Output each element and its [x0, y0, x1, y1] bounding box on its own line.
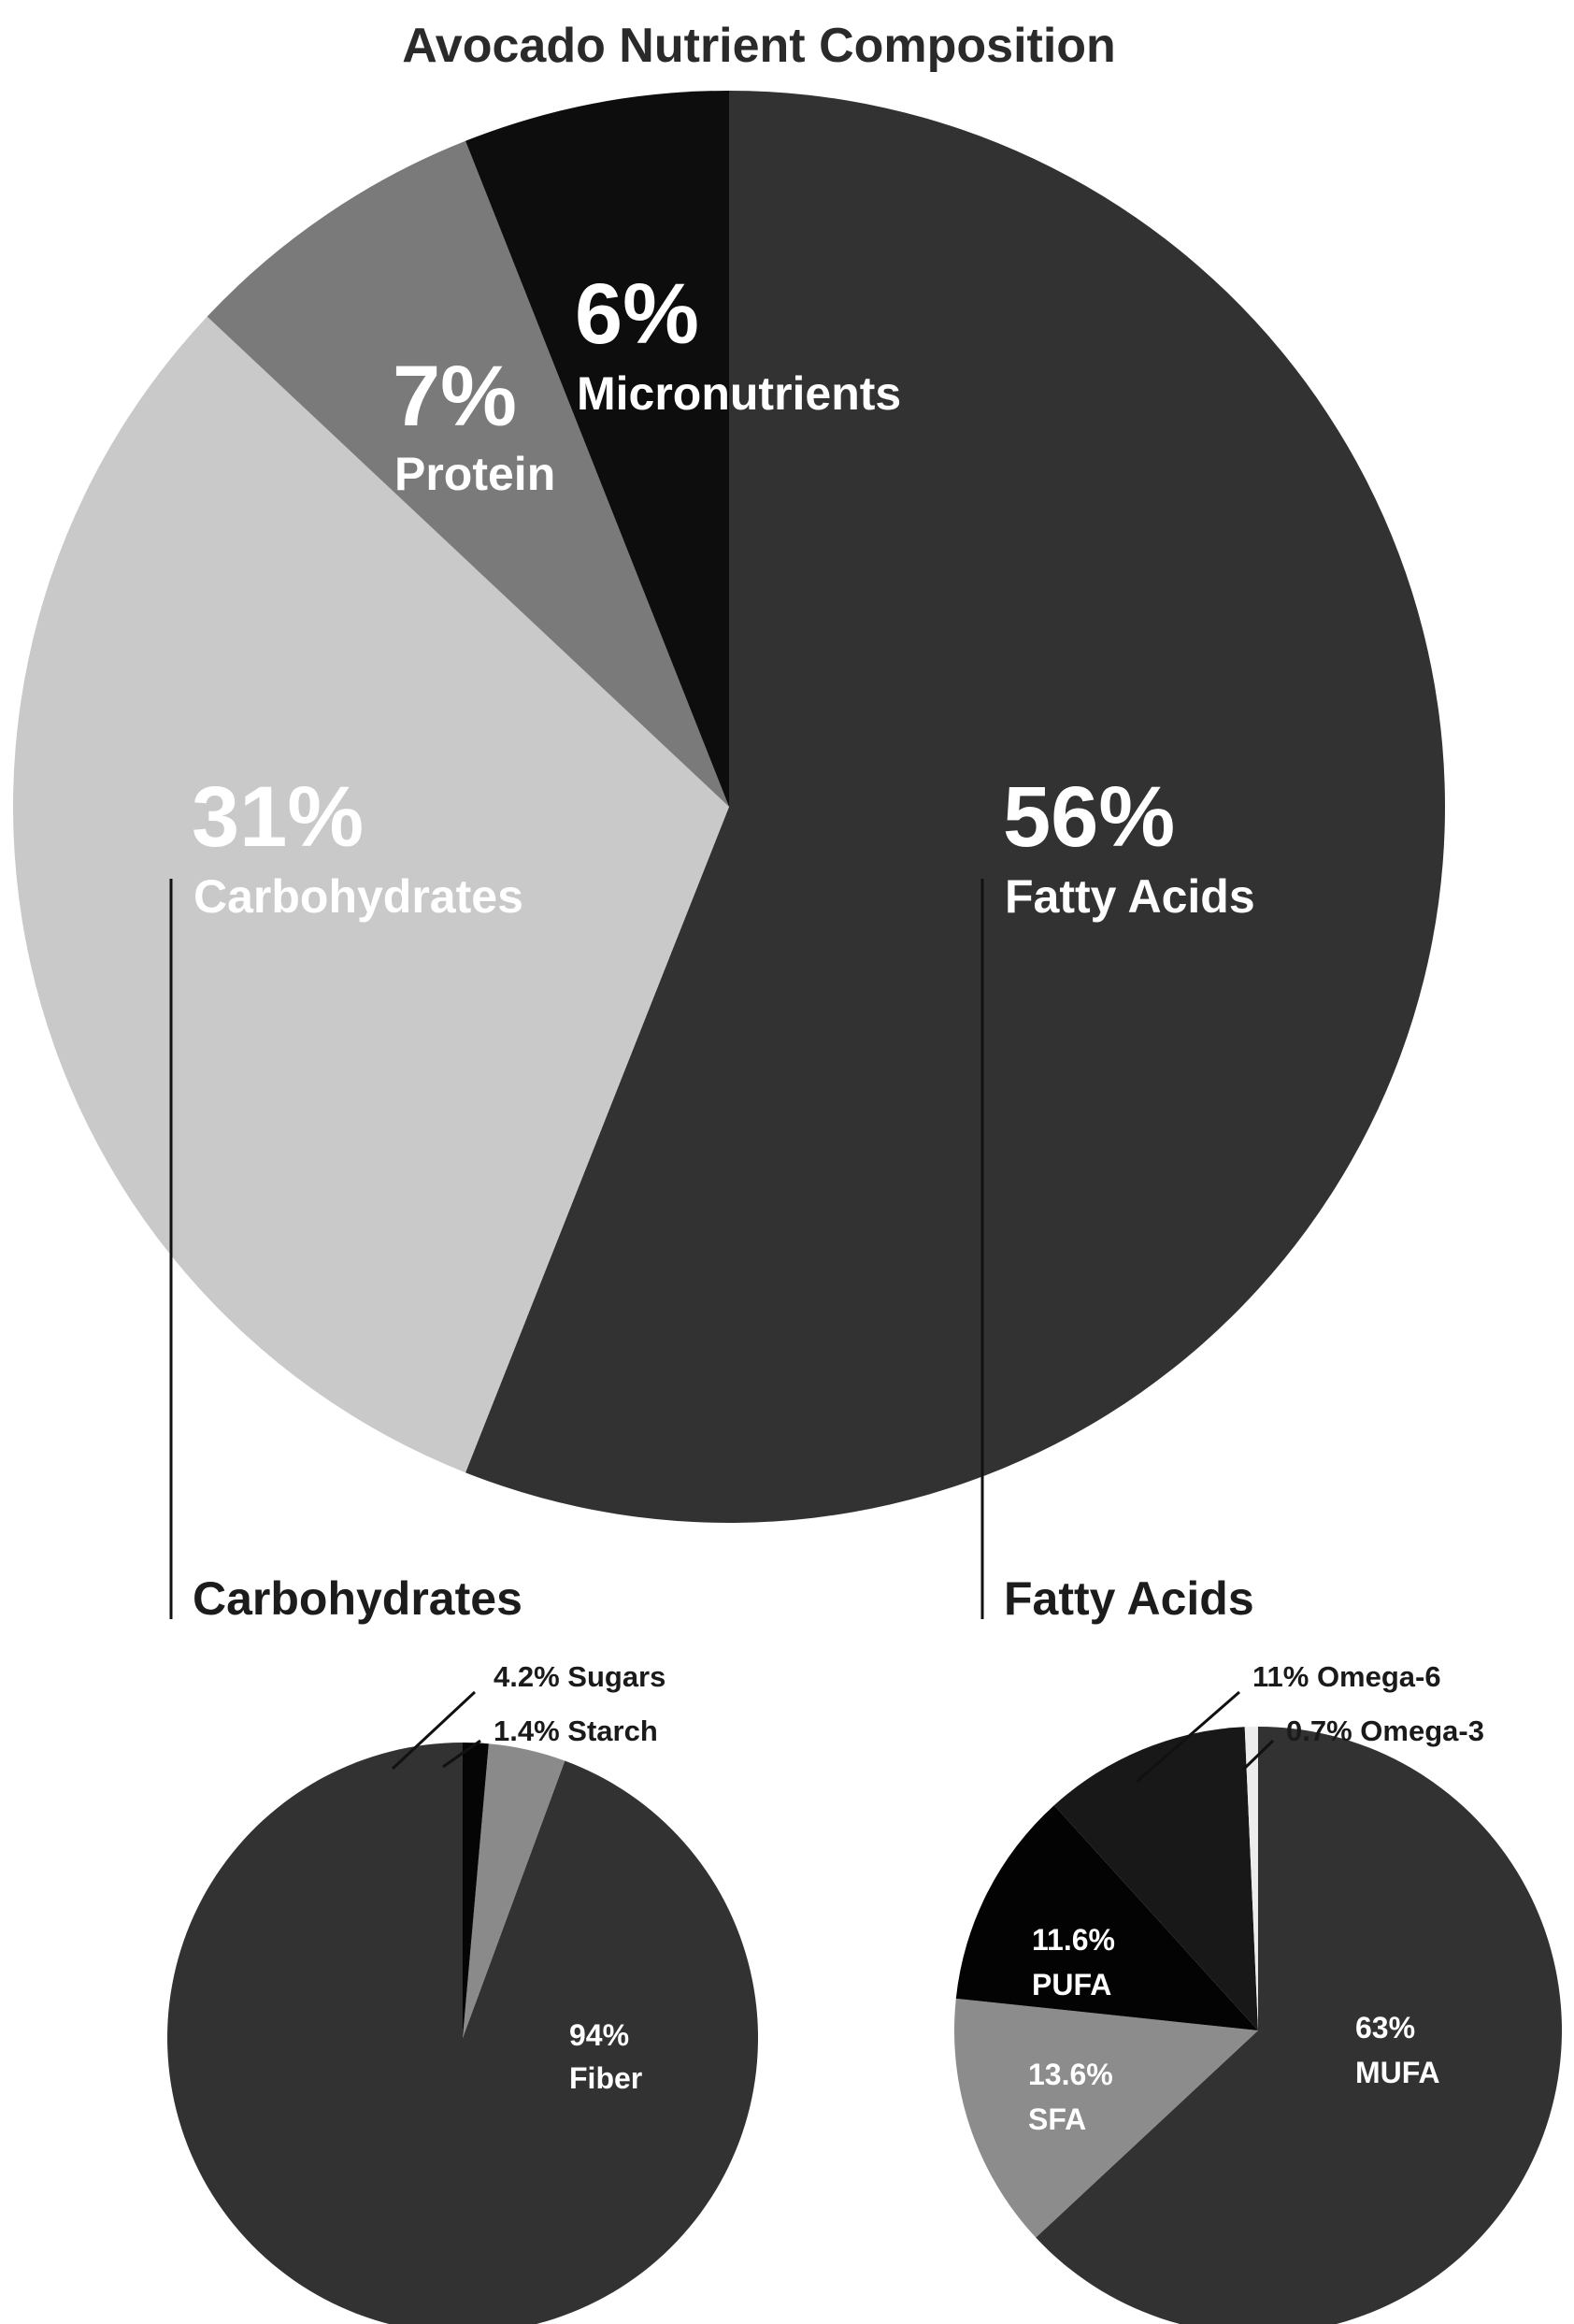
- fatty-acids-label-sfa: SFA: [1028, 2102, 1086, 2136]
- main-label-micronutrients: Micronutrients: [577, 367, 901, 420]
- fatty-acids-pie-labels: 63% MUFA 13.6% SFA 11.6% PUFA 11% Omega-6 0.7% …: [1028, 1660, 1484, 2136]
- main-percent-protein: 7%: [393, 349, 517, 444]
- fatty-acids-percent-mufa: 63%: [1355, 2011, 1415, 2044]
- carbohydrates-slice-fiber: [167, 1743, 759, 2324]
- fatty-acids-label-pufa: PUFA: [1032, 1968, 1111, 2001]
- carbohydrates-pie-labels: 94% Fiber 4.2% Sugars 1.4% Starch: [391, 1660, 665, 2095]
- starch-leader-line: [442, 1739, 481, 1769]
- main-percent-carbohydrates: 31%: [192, 769, 364, 865]
- fatty-acids-label-omega-6: 11% Omega-6: [1252, 1660, 1441, 1693]
- fatty-acids-percent-pufa: 11.6%: [1032, 1923, 1115, 1957]
- carbohydrates-label-fiber: Fiber: [569, 2061, 642, 2095]
- main-pie-labels: 56%Fatty Acids 31%Carbohydrates 7%Protein 6…: [192, 266, 1255, 923]
- carbohydrates-label-sugars: 4.2% Sugars: [494, 1660, 665, 1693]
- fatty-acids-slice-omega-3: [1244, 1727, 1258, 2030]
- fatty-acids-slice-omega-6: [1053, 1727, 1258, 2030]
- main-label-protein: Protein: [394, 448, 555, 500]
- main-slice-carbohydrates: [13, 316, 730, 1473]
- fatty-acids-label-omega-3: 0.7% Omega-3: [1286, 1714, 1484, 1747]
- fatty-acids-subchart-title: Fatty Acids: [1004, 1572, 1254, 1625]
- carbohydrates-slice-sugars: [463, 1743, 565, 2038]
- carbohydrates-pie: [167, 1742, 759, 2324]
- main-percent-fatty-acids: 56%: [1003, 769, 1175, 865]
- fatty-acids-pie: [953, 1727, 1562, 2324]
- main-pie: [13, 91, 1446, 1523]
- fatty-acids-slice-mufa: [1036, 1727, 1562, 2324]
- carbohydrates-percent-fiber: 94%: [569, 2018, 629, 2052]
- carbohydrates-label-starch: 1.4% Starch: [494, 1714, 658, 1747]
- main-slice-fatty-acids: [465, 91, 1446, 1523]
- carbohydrates-subchart-title: Carbohydrates: [193, 1572, 522, 1625]
- fatty-acids-slice-pufa: [955, 1805, 1258, 2030]
- fatty-acids-slice-sfa: [953, 1998, 1258, 2238]
- fatty-acids-percent-sfa: 13.6%: [1028, 2058, 1113, 2091]
- carbohydrates-slice-starch: [463, 1742, 489, 2038]
- main-slice-micronutrients: [465, 91, 729, 807]
- main-label-fatty-acids: Fatty Acids: [1005, 870, 1255, 923]
- omega-3-leader-line: [1241, 1739, 1275, 1772]
- omega-6-leader-line: [1136, 1690, 1240, 1784]
- fatty-acids-label-mufa: MUFA: [1355, 2056, 1440, 2089]
- main-label-carbohydrates: Carbohydrates: [193, 870, 523, 923]
- main-percent-micronutrients: 6%: [575, 266, 699, 362]
- main-slice-protein: [207, 140, 730, 808]
- sugars-leader-line: [391, 1690, 477, 1771]
- chart-title: Avocado Nutrient Composition: [402, 19, 1116, 73]
